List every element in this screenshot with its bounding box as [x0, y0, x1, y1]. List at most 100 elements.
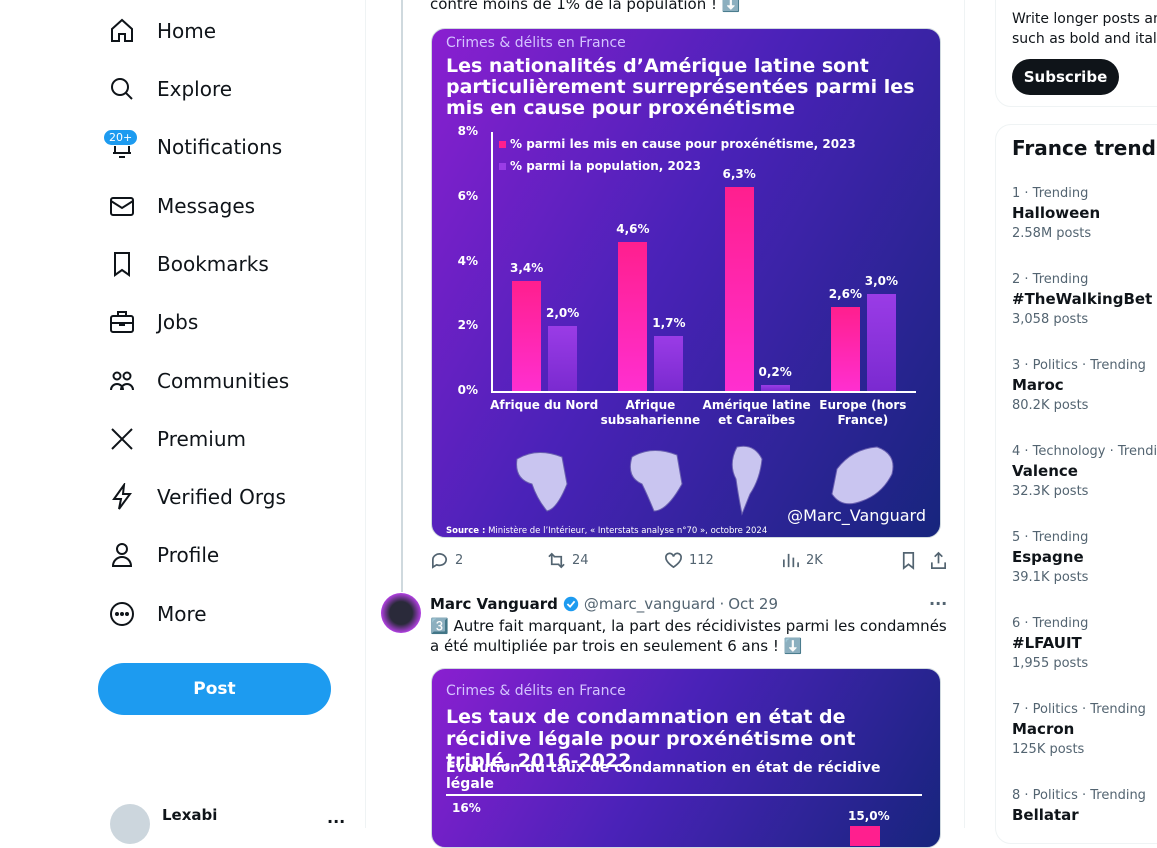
- trend-meta: 3 · Politics · Trending: [1012, 358, 1146, 373]
- nav-label: Jobs: [157, 310, 199, 334]
- value-label: 1,7%: [652, 315, 686, 330]
- nav-item[interactable]: Premium: [108, 419, 246, 459]
- share[interactable]: [929, 551, 954, 570]
- repost-count[interactable]: 24: [572, 553, 589, 568]
- trend-name: Espagne: [1012, 548, 1084, 566]
- view-count[interactable]: 2K: [806, 553, 823, 568]
- bar: [866, 293, 896, 391]
- trend-name: Valence: [1012, 462, 1078, 480]
- nav-label: Premium: [157, 427, 246, 451]
- post-button[interactable]: Post: [98, 663, 331, 715]
- trend-name: Bellatar: [1012, 806, 1079, 824]
- trend-name: Halloween: [1012, 204, 1101, 222]
- tweet-text: 3️⃣ Autre fait marquant, la part des réc…: [430, 617, 947, 655]
- nav-label: Bookmarks: [157, 252, 269, 276]
- page: {"nav":{"items":["Home","Explore","Notif…: [98, 0, 1157, 848]
- premium-card: [995, 0, 1157, 107]
- more-menu[interactable]: ···: [929, 594, 948, 613]
- x-axis: [491, 391, 916, 393]
- author-name[interactable]: Marc Vanguard: [430, 595, 558, 613]
- trend[interactable]: 8 · Politics · Trending Bellatar: [1012, 788, 1157, 824]
- nav-item[interactable]: Communities: [108, 361, 289, 401]
- subscribe-button[interactable]: Subscribe: [1012, 59, 1119, 95]
- legend-label: % parmi les mis en cause pour proxénétis…: [510, 137, 856, 151]
- trend-posts: 1,955 posts: [1012, 656, 1089, 671]
- chart-title: Les nationalités d’Amérique latine sont …: [446, 55, 915, 119]
- date[interactable]: Oct 29: [728, 595, 779, 613]
- legend-label: % parmi la population, 2023: [510, 159, 701, 173]
- bar: [654, 335, 684, 391]
- value-label: 0,2%: [758, 364, 792, 379]
- trend-posts: 125K posts: [1012, 742, 1085, 757]
- divider: [365, 0, 366, 828]
- nav-label: Home: [157, 19, 217, 43]
- tweet-image[interactable]: Crimes & délits en France Les nationalit…: [431, 28, 941, 538]
- trend-meta: 1 · Trending: [1012, 186, 1089, 201]
- thread-line: [401, 0, 403, 592]
- nav-label: More: [157, 602, 207, 626]
- verified-badge: [563, 596, 579, 612]
- legend-item: % parmi les mis en cause pour proxénétis…: [499, 137, 856, 151]
- tweet-image[interactable]: Crimes & délits en France Les taux de co…: [431, 668, 941, 848]
- nav-item[interactable]: More: [108, 594, 207, 634]
- nav-item[interactable]: Verified Orgs: [108, 477, 286, 517]
- nav-item[interactable]: Notifications: [108, 127, 282, 167]
- account-name[interactable]: Lexabi: [162, 806, 218, 824]
- nav-label: Communities: [157, 369, 290, 393]
- nav-icon: [110, 197, 134, 216]
- trend-meta: 5 · Trending: [1012, 530, 1089, 545]
- bar: [850, 826, 880, 846]
- nav-item[interactable]: Explore: [108, 69, 232, 109]
- y-axis: [491, 132, 493, 391]
- bar: [512, 280, 542, 391]
- trend[interactable]: 6 · Trending #LFAUIT 1,955 posts: [1012, 616, 1157, 671]
- x-tick-label: Amérique latine et Caraïbes: [702, 398, 811, 427]
- trend-posts: 3,058 posts: [1012, 312, 1089, 327]
- separator: ·: [719, 595, 725, 613]
- nav-icon: [110, 371, 134, 391]
- legend-item: % parmi la population, 2023: [499, 159, 701, 173]
- premium-text: Write longer posts an: [1012, 11, 1157, 27]
- nav-item[interactable]: Home: [108, 11, 216, 51]
- nav-label: Verified Orgs: [157, 485, 286, 509]
- trend[interactable]: 1 · Trending Halloween 2.58M posts: [1012, 186, 1157, 241]
- nav-label: Notifications: [157, 135, 283, 159]
- tweet-text: contre moins de 1% de la population ! ⬇️: [430, 0, 741, 13]
- trend[interactable]: 3 · Politics · Trending Maroc 80.2K posts: [1012, 358, 1157, 413]
- nav-icon: [114, 252, 130, 277]
- trend[interactable]: 5 · Trending Espagne 39.1K posts: [1012, 530, 1157, 585]
- nav-icon: [110, 311, 134, 333]
- bar: [830, 306, 860, 391]
- y-tick-label: 16%: [452, 801, 481, 815]
- value-label: 4,6%: [616, 222, 650, 237]
- nav-icon: [111, 543, 133, 567]
- nav-item[interactable]: Bookmarks: [108, 244, 269, 284]
- value-label: 15,0%: [848, 809, 890, 823]
- image-title: Les taux de condamnation en état de réci…: [446, 706, 856, 772]
- trends-title: France trends: [1012, 136, 1157, 160]
- bookmark[interactable]: [899, 551, 924, 570]
- trend[interactable]: 2 · Trending #TheWalkingBet 3,058 posts: [1012, 272, 1157, 327]
- legend-swatch: [499, 140, 506, 148]
- reply-count[interactable]: 2: [455, 553, 464, 568]
- nav-item[interactable]: Jobs: [108, 302, 198, 342]
- account-avatar[interactable]: [110, 804, 150, 844]
- trend-name: Macron: [1012, 720, 1075, 738]
- source-label: Source :: [446, 526, 486, 536]
- trend-posts: 80.2K posts: [1012, 398, 1089, 413]
- nav-item[interactable]: Messages: [108, 186, 255, 226]
- trend[interactable]: 7 · Politics · Trending Macron 125K posts: [1012, 702, 1157, 757]
- account-more[interactable]: ···: [327, 812, 346, 831]
- maps: [516, 445, 894, 516]
- author-avatar[interactable]: [381, 593, 421, 633]
- like-count[interactable]: 112: [689, 553, 714, 568]
- trend-meta: 6 · Trending: [1012, 616, 1089, 631]
- trend-name: #LFAUIT: [1012, 634, 1082, 652]
- nav-item[interactable]: Profile: [108, 535, 219, 575]
- premium-text: such as bold and itali: [1012, 31, 1157, 47]
- nav-icon: [111, 18, 133, 42]
- handle[interactable]: @marc_vanguard: [583, 595, 716, 613]
- trend[interactable]: 4 · Technology · Trending Valence 32.3K po…: [1012, 444, 1157, 499]
- trend-meta: 8 · Politics · Trending: [1012, 788, 1146, 803]
- value-label: 3,0%: [864, 273, 899, 288]
